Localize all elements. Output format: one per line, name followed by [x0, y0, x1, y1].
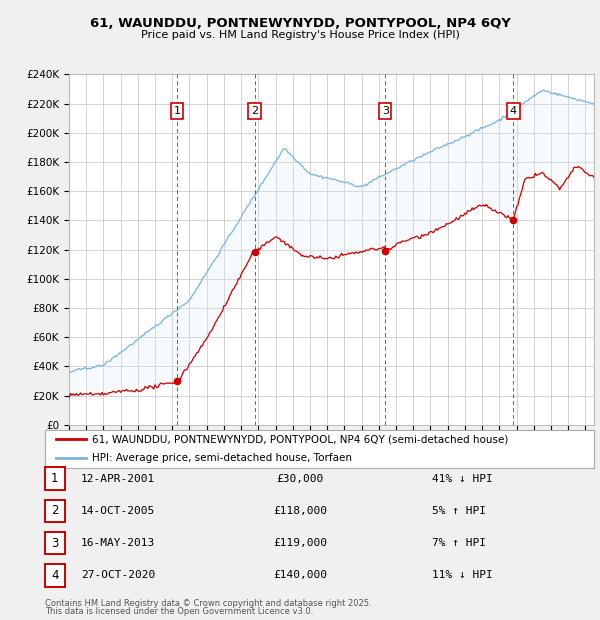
Text: HPI: Average price, semi-detached house, Torfaen: HPI: Average price, semi-detached house,…	[92, 453, 352, 464]
Text: Contains HM Land Registry data © Crown copyright and database right 2025.: Contains HM Land Registry data © Crown c…	[45, 598, 371, 608]
Text: 4: 4	[510, 106, 517, 116]
Text: 7% ↑ HPI: 7% ↑ HPI	[432, 538, 486, 548]
Text: £30,000: £30,000	[277, 474, 323, 484]
Text: 16-MAY-2013: 16-MAY-2013	[81, 538, 155, 548]
Text: 61, WAUNDDU, PONTNEWYNYDD, PONTYPOOL, NP4 6QY (semi-detached house): 61, WAUNDDU, PONTNEWYNYDD, PONTYPOOL, NP…	[92, 434, 508, 445]
Text: £119,000: £119,000	[273, 538, 327, 548]
Text: 61, WAUNDDU, PONTNEWYNYDD, PONTYPOOL, NP4 6QY: 61, WAUNDDU, PONTNEWYNYDD, PONTYPOOL, NP…	[89, 17, 511, 30]
Text: Price paid vs. HM Land Registry's House Price Index (HPI): Price paid vs. HM Land Registry's House …	[140, 30, 460, 40]
Text: This data is licensed under the Open Government Licence v3.0.: This data is licensed under the Open Gov…	[45, 607, 313, 616]
Text: 1: 1	[173, 106, 181, 116]
Text: 3: 3	[51, 537, 59, 549]
Text: 4: 4	[51, 569, 59, 582]
Text: 2: 2	[251, 106, 258, 116]
Text: 1: 1	[51, 472, 59, 485]
Text: 27-OCT-2020: 27-OCT-2020	[81, 570, 155, 580]
Text: 11% ↓ HPI: 11% ↓ HPI	[432, 570, 493, 580]
Text: 12-APR-2001: 12-APR-2001	[81, 474, 155, 484]
Text: £140,000: £140,000	[273, 570, 327, 580]
Text: 5% ↑ HPI: 5% ↑ HPI	[432, 506, 486, 516]
Text: 14-OCT-2005: 14-OCT-2005	[81, 506, 155, 516]
Text: 41% ↓ HPI: 41% ↓ HPI	[432, 474, 493, 484]
Text: 3: 3	[382, 106, 389, 116]
Text: 2: 2	[51, 505, 59, 517]
Text: £118,000: £118,000	[273, 506, 327, 516]
